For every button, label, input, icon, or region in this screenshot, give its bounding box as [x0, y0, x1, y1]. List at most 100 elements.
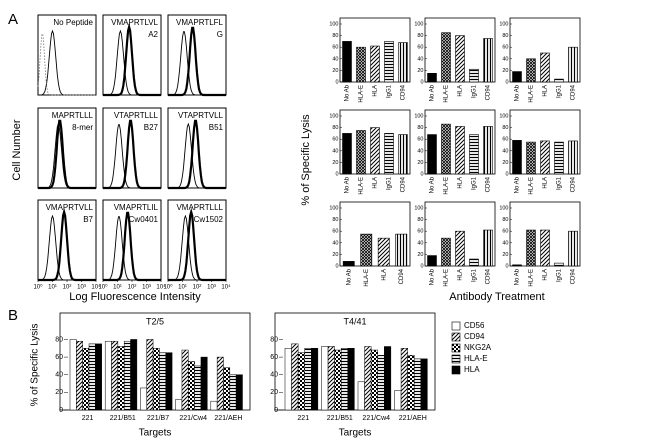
- bar: [342, 41, 352, 83]
- x-axis-label: Targets: [339, 428, 372, 439]
- peptide-label: VTAPRTLLL: [114, 111, 159, 120]
- bar: [441, 123, 451, 175]
- y-tick-label: 100: [414, 113, 423, 119]
- x-tick-label: HLA: [543, 269, 549, 281]
- peptide-label: VMAPRTLIL: [114, 203, 159, 212]
- y-tick-label: 0: [420, 79, 423, 85]
- y-tick-label: 80: [417, 217, 423, 223]
- y-tick-label: 100: [329, 21, 338, 27]
- y-tick-label: 20: [270, 389, 278, 396]
- y-tick-label: 0: [505, 263, 508, 269]
- x-tick-label: No Ab: [515, 268, 521, 285]
- x-tick-label: CD94: [486, 176, 492, 192]
- histogram-curve: [38, 119, 96, 190]
- bar: [188, 361, 195, 411]
- x-tick-label: CD94: [571, 268, 577, 284]
- x-tick-label: CD94: [486, 268, 492, 284]
- bar: [117, 346, 125, 411]
- bar: [512, 264, 522, 267]
- y-tick-label: 20: [417, 252, 423, 258]
- x-tick-label: HLA: [543, 85, 549, 97]
- bar: [512, 71, 522, 83]
- y-tick-label: 80: [332, 33, 338, 39]
- bar: [88, 343, 96, 411]
- histogram-curve: [38, 122, 96, 189]
- bar: [441, 32, 451, 83]
- y-tick-label: 80: [417, 33, 423, 39]
- x-tick-label: No Ab: [515, 176, 521, 193]
- y-tick-label: 0: [59, 407, 63, 414]
- bar: [342, 133, 352, 175]
- y-axis-label: % of Specific Lysis: [300, 114, 312, 206]
- allele-label: 8-mer: [72, 123, 93, 132]
- histogram-curve: [37, 33, 96, 96]
- bar: [152, 348, 160, 411]
- y-tick-label: 20: [417, 68, 423, 74]
- x-tick-label: HLA: [458, 85, 464, 97]
- x-tick-label: 10¹: [178, 285, 187, 291]
- x-tick-label: HLA-E: [529, 85, 535, 103]
- y-tick-label: 100: [329, 113, 338, 119]
- bar: [321, 346, 329, 411]
- bar: [356, 46, 366, 83]
- allele-label: B27: [144, 123, 159, 132]
- bar: [512, 140, 522, 175]
- x-tick-label: HLA: [458, 177, 464, 189]
- y-tick-label: 20: [55, 389, 63, 396]
- bar: [384, 133, 394, 175]
- x-tick-label: No Ab: [345, 84, 351, 101]
- x-tick-label: No Ab: [345, 176, 351, 193]
- histogram-frame: [167, 107, 227, 189]
- bar: [360, 233, 373, 267]
- x-tick-label: CD94: [571, 176, 577, 192]
- y-tick-label: 0: [335, 171, 338, 177]
- x-tick-label: 221: [82, 415, 94, 422]
- bar: [540, 140, 550, 175]
- bar: [181, 349, 189, 411]
- x-tick-label: HLA-E: [444, 269, 450, 287]
- y-tick-label: 40: [270, 372, 278, 379]
- histogram-curve: [103, 22, 161, 97]
- y-tick-label: 40: [502, 56, 508, 62]
- x-tick-label: 10⁴: [156, 284, 166, 291]
- peptide-label: VMAPRTLFL: [176, 18, 224, 27]
- y-tick-label: 40: [417, 240, 423, 246]
- x-tick-label: 221/B51: [110, 415, 136, 422]
- x-tick-label: 10³: [77, 285, 86, 291]
- bar: [455, 35, 465, 83]
- bar: [340, 348, 349, 411]
- bar: [357, 381, 365, 411]
- y-tick-label: 0: [274, 407, 278, 414]
- y-tick-label: 20: [332, 160, 338, 166]
- histogram-curve: [103, 211, 161, 282]
- histogram-curve: [38, 207, 96, 282]
- y-tick-label: 0: [420, 171, 423, 177]
- bar: [554, 141, 564, 175]
- peptide-label: VMAPRTLVL: [111, 18, 158, 27]
- histogram-frame: [37, 107, 97, 189]
- x-tick-label: IgG1: [387, 84, 393, 98]
- y-tick-label: 80: [502, 33, 508, 39]
- y-tick-label: 40: [502, 240, 508, 246]
- x-tick-label: HLA: [381, 269, 387, 281]
- x-tick-label: No Ab: [346, 268, 352, 285]
- legend-swatch: [451, 332, 461, 342]
- x-tick-label: 10³: [207, 285, 216, 291]
- y-tick-label: 40: [502, 148, 508, 154]
- legend-label: HLA: [464, 365, 480, 374]
- x-tick-label: 10⁰: [33, 284, 43, 291]
- legend-swatch: [451, 354, 461, 364]
- bar: [327, 346, 335, 411]
- y-tick-label: 80: [332, 217, 338, 223]
- bar: [334, 349, 342, 411]
- bar: [427, 134, 437, 175]
- bar: [76, 340, 83, 411]
- y-tick-label: 20: [332, 68, 338, 74]
- bar: [455, 126, 465, 175]
- allele-label: A2: [148, 30, 158, 39]
- bar: [159, 352, 166, 411]
- chart-title: T4/41: [343, 316, 366, 326]
- x-tick-label: CD94: [571, 84, 577, 100]
- y-tick-label: 100: [414, 21, 423, 27]
- y-tick-label: 100: [499, 113, 508, 119]
